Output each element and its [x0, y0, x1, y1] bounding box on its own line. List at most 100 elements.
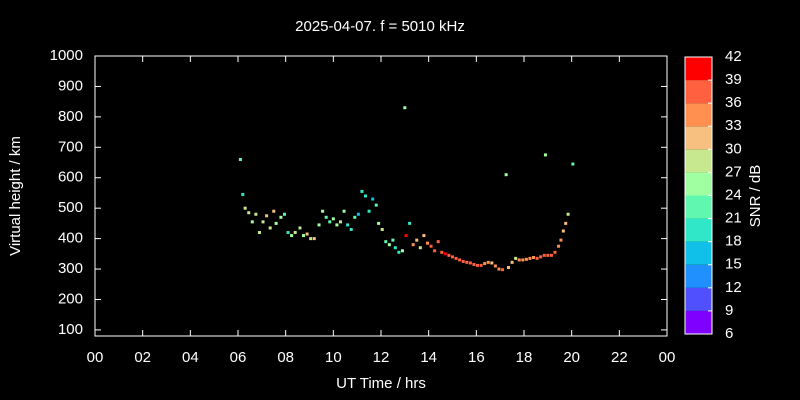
data-point [286, 231, 290, 235]
data-point [356, 212, 360, 216]
y-tick-label: 500 [58, 199, 83, 216]
colorbar-tick-label: 21 [725, 210, 742, 227]
data-point [257, 231, 261, 235]
y-tick-label: 200 [58, 290, 83, 307]
colorbar-tick-label: 15 [725, 256, 742, 273]
y-tick-label: 400 [58, 230, 83, 247]
x-tick-label: 12 [373, 349, 390, 366]
colorbar-band [685, 57, 712, 81]
data-point [535, 256, 539, 260]
data-point [472, 262, 476, 266]
colorbar-tick-label: 33 [725, 117, 742, 134]
data-point [403, 106, 407, 110]
data-point [342, 209, 346, 213]
y-tick-label: 800 [58, 108, 83, 125]
data-point [338, 220, 342, 224]
data-point [404, 234, 408, 238]
data-point [454, 256, 458, 260]
x-tick-label: 10 [325, 349, 342, 366]
y-tick-label: 700 [58, 138, 83, 155]
data-point [451, 255, 454, 259]
colorbar-label: SNR / dB [747, 165, 764, 228]
colorbar-tick-label: 24 [725, 186, 742, 203]
data-point [302, 234, 306, 238]
data-point [561, 229, 565, 233]
data-point [490, 261, 494, 265]
data-point [415, 238, 419, 242]
data-point [391, 238, 395, 242]
x-tick-label: 00 [659, 349, 676, 366]
data-point [483, 262, 487, 266]
data-point [384, 240, 388, 244]
x-tick-label: 02 [134, 349, 151, 366]
data-point [443, 252, 447, 256]
data-point [274, 221, 278, 225]
data-point [360, 189, 364, 193]
data-point [559, 238, 563, 242]
data-point [241, 192, 245, 196]
colorbar-band [685, 172, 712, 196]
colorbar-band [685, 310, 712, 334]
data-point [367, 209, 371, 213]
x-tick-label: 14 [420, 349, 437, 366]
data-point [425, 241, 429, 245]
data-point [486, 260, 490, 264]
data-point [293, 231, 297, 235]
y-tick-label: 1000 [50, 47, 83, 64]
data-point [542, 253, 546, 257]
data-point [479, 263, 483, 267]
data-point [247, 211, 251, 215]
x-tick-label: 16 [468, 349, 485, 366]
data-point [290, 234, 294, 238]
y-axis-label: Virtual height / km [7, 136, 24, 256]
data-point [268, 226, 272, 230]
data-point [254, 212, 258, 216]
data-point [493, 264, 497, 268]
data-point [532, 255, 536, 259]
data-point [528, 256, 532, 260]
data-point [440, 250, 444, 254]
y-tick-label: 900 [58, 77, 83, 94]
data-point [309, 237, 313, 241]
x-tick-label: 00 [87, 349, 104, 366]
colorbar-tick-label: 27 [725, 163, 742, 180]
data-point [429, 244, 433, 248]
data-point [447, 253, 451, 257]
colorbar-band [685, 103, 712, 127]
data-point [321, 209, 325, 213]
colorbar-band [685, 264, 712, 288]
data-point [408, 221, 412, 225]
data-point [546, 253, 550, 257]
data-point [324, 215, 328, 219]
data-point [436, 240, 440, 244]
data-point [521, 258, 525, 262]
x-tick-label: 04 [182, 349, 199, 366]
y-tick-label: 600 [58, 169, 83, 186]
data-point [571, 162, 575, 166]
data-point [317, 223, 321, 227]
data-point [397, 250, 401, 254]
chart-title: 2025-04-07. f = 5010 kHz [295, 18, 465, 35]
colorbar-band [685, 126, 712, 150]
data-point [261, 220, 265, 224]
data-point [539, 255, 543, 259]
data-point [422, 234, 426, 238]
data-point [377, 221, 381, 225]
data-point [393, 246, 397, 250]
x-tick-label: 08 [277, 349, 294, 366]
data-point [335, 223, 339, 227]
data-point [238, 157, 242, 161]
data-point [566, 212, 570, 216]
data-point [543, 153, 547, 157]
x-tick-label: 20 [563, 349, 580, 366]
data-point [305, 232, 309, 236]
colorbar-tick-label: 36 [725, 94, 742, 111]
data-point [476, 263, 480, 267]
data-point [458, 258, 462, 262]
colorbar-band [685, 241, 712, 265]
data-point [411, 243, 415, 247]
data-point [418, 246, 422, 250]
data-point [279, 215, 283, 219]
